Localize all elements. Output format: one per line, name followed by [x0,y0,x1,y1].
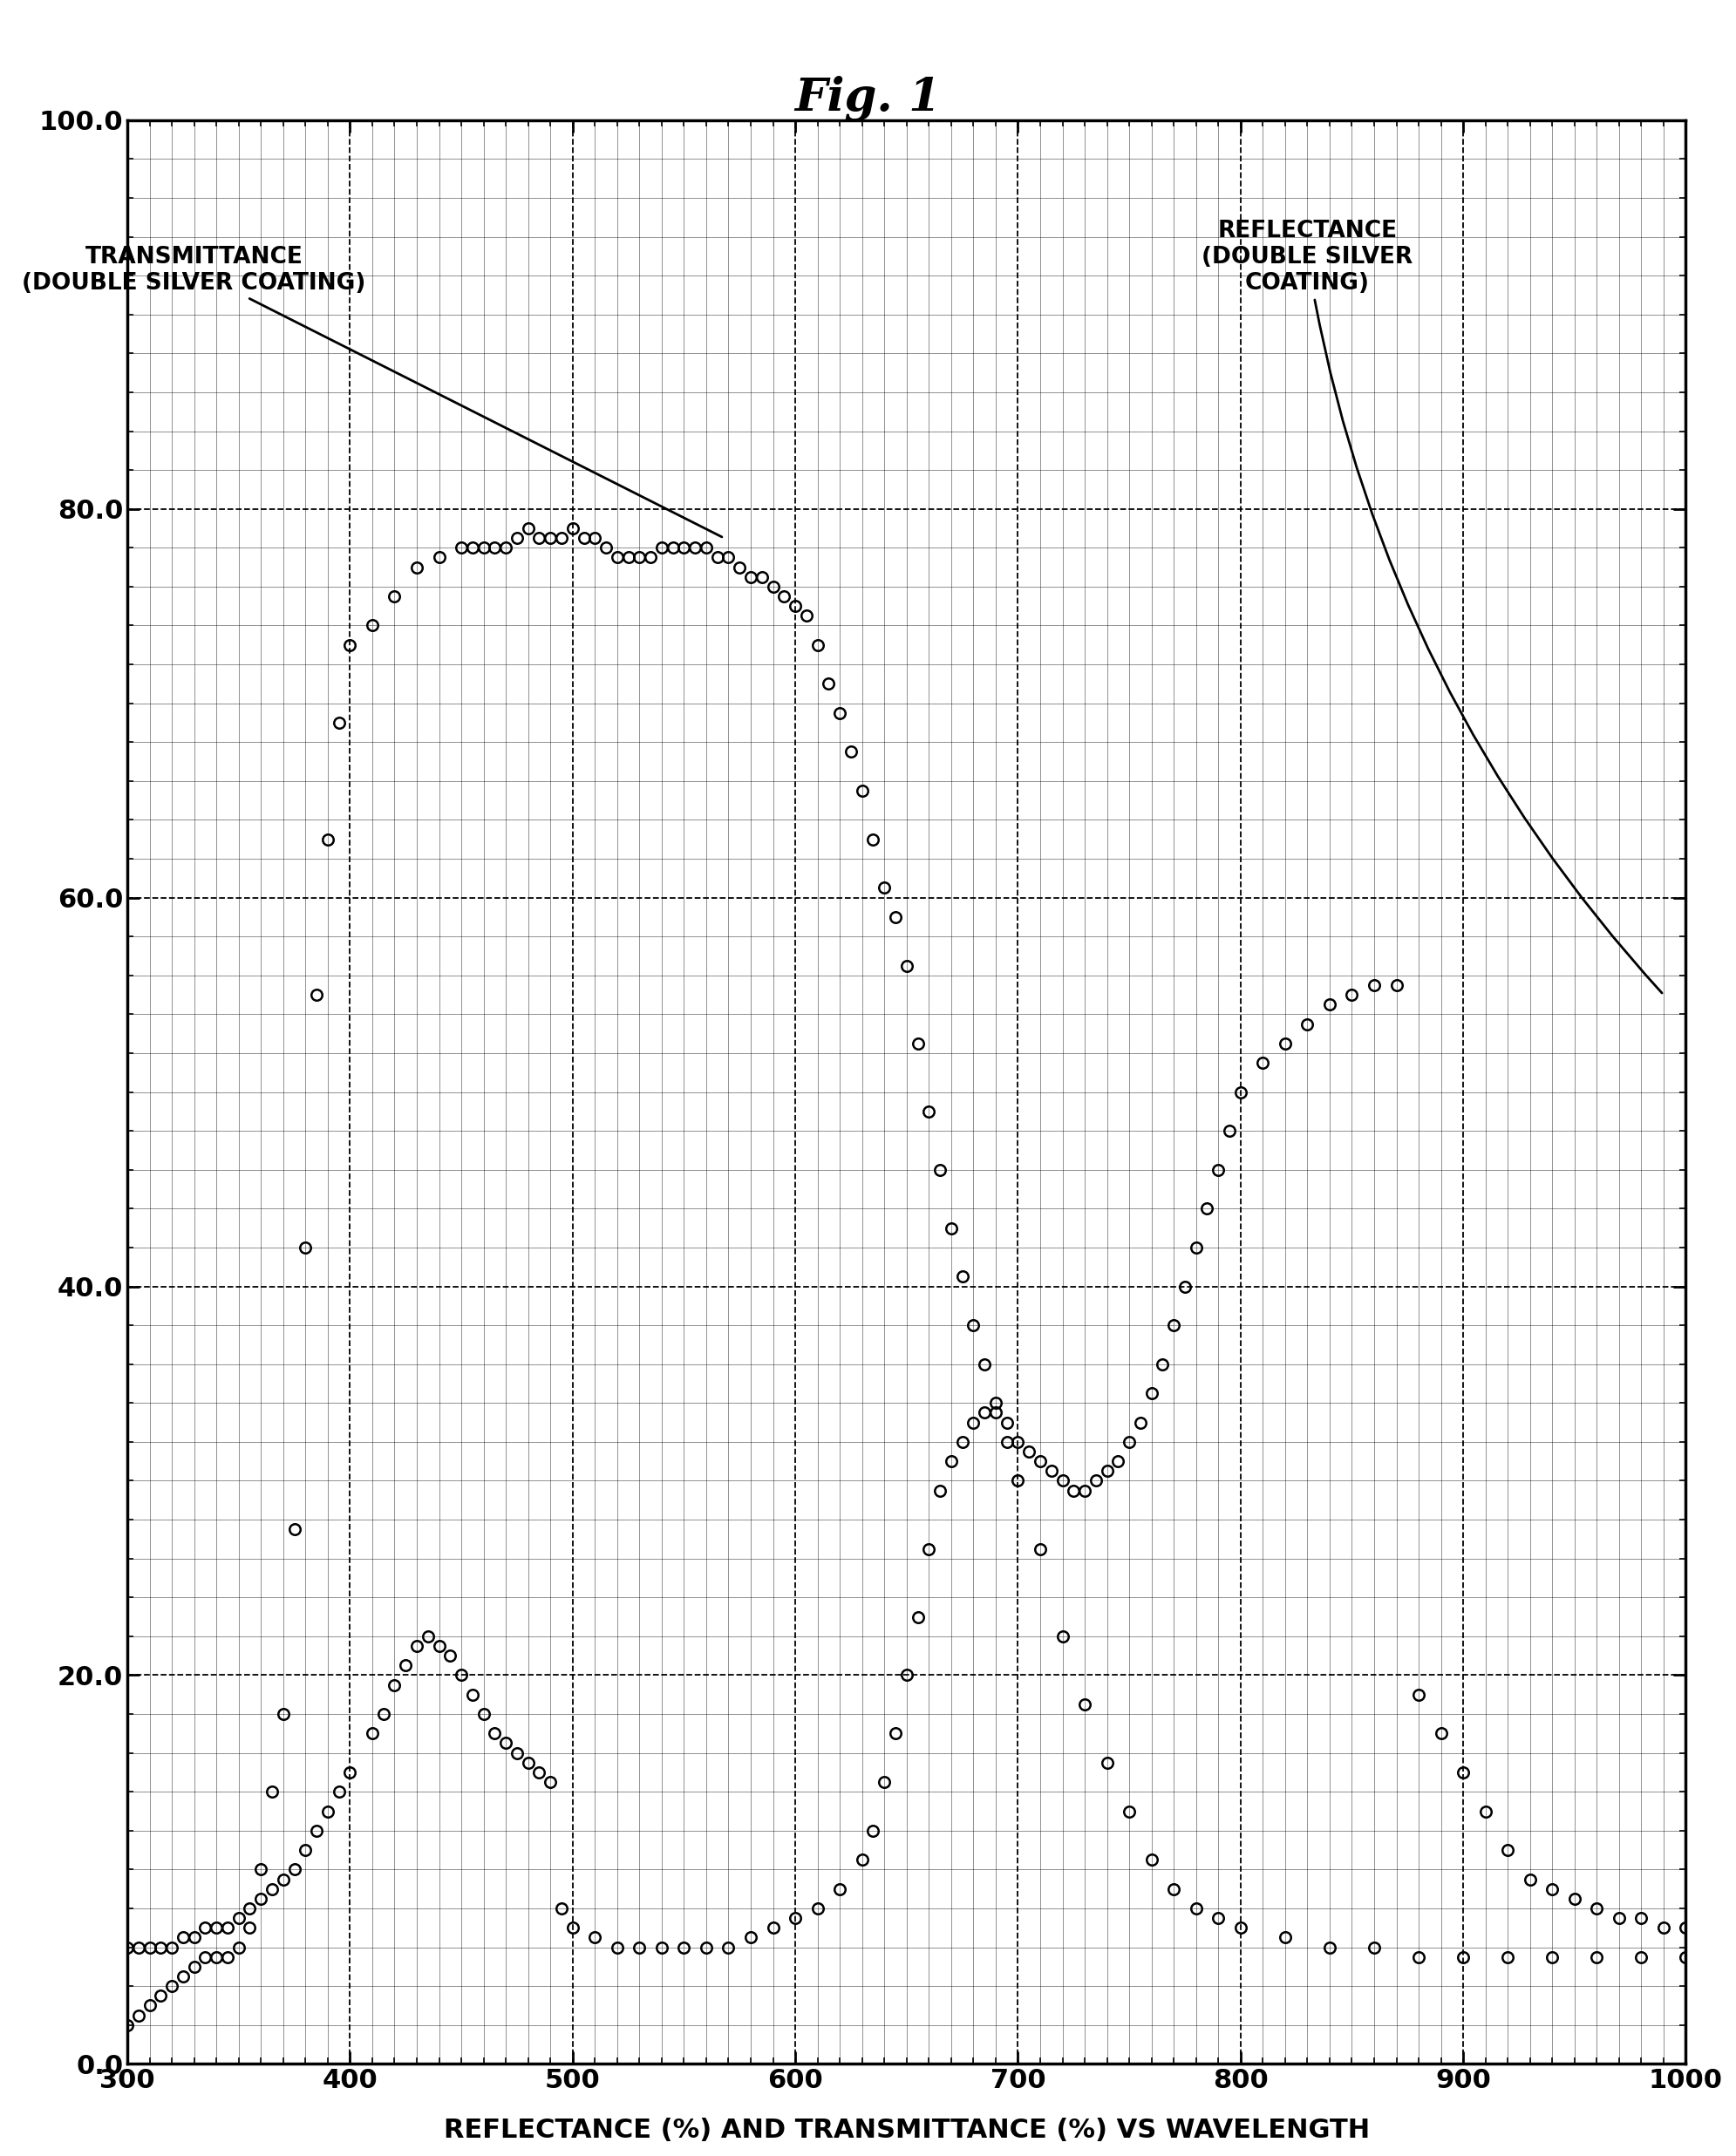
Text: TRANSMITTANCE
(DOUBLE SILVER COATING): TRANSMITTANCE (DOUBLE SILVER COATING) [23,246,722,537]
Text: Fig. 1: Fig. 1 [795,75,941,121]
Text: REFLECTANCE
(DOUBLE SILVER
COATING): REFLECTANCE (DOUBLE SILVER COATING) [1201,220,1661,994]
X-axis label: REFLECTANCE (%) AND TRANSMITTANCE (%) VS WAVELENGTH: REFLECTANCE (%) AND TRANSMITTANCE (%) VS… [444,2117,1370,2143]
